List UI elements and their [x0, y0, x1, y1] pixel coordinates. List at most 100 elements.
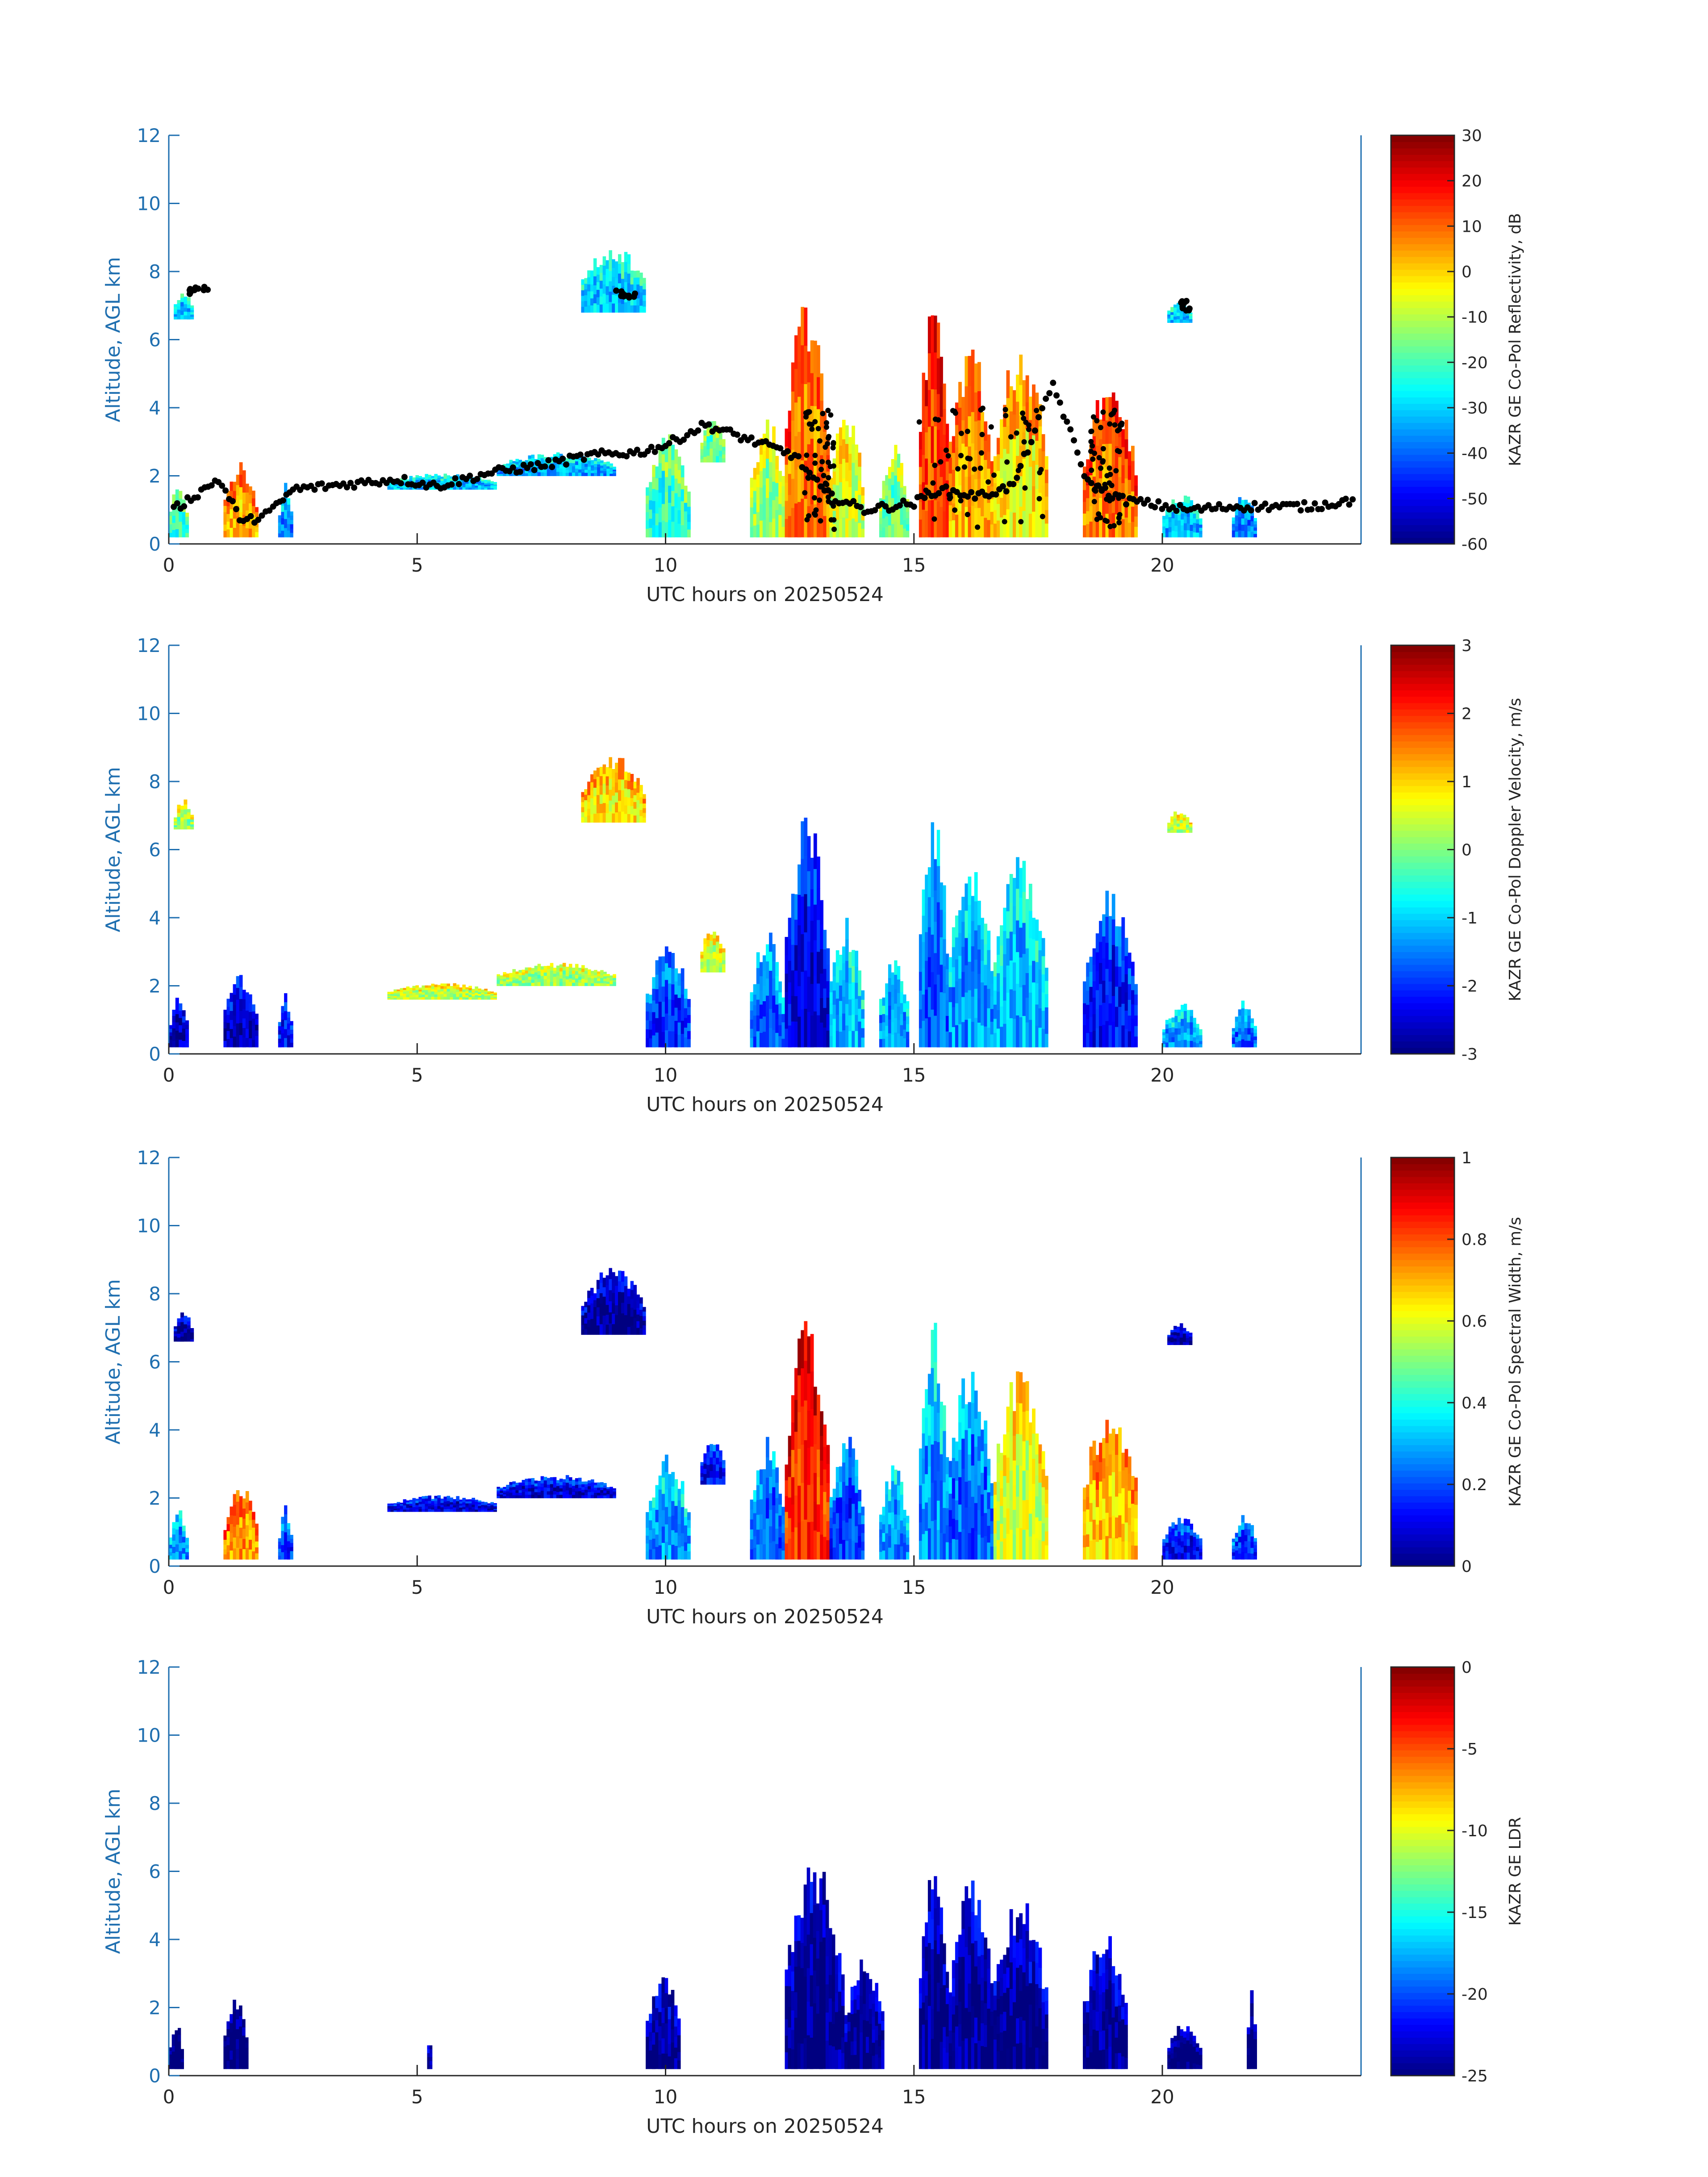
echo-cell: [772, 995, 776, 1013]
echo-cell: [418, 997, 422, 1000]
echo-cell: [281, 1033, 284, 1040]
echo-cell: [762, 502, 766, 520]
echo-cell: [522, 1492, 526, 1496]
echo-cell: [1121, 447, 1125, 466]
colorbar-step: [1391, 333, 1454, 340]
echo-cell: [848, 470, 852, 488]
echo-cell: [1009, 960, 1013, 990]
echo-cell: [1179, 313, 1183, 317]
echo-cell: [578, 968, 582, 971]
echo-cell: [431, 478, 434, 481]
echo-cell: [543, 982, 547, 986]
echo-cell: [674, 478, 678, 494]
echo-cell: [1000, 439, 1003, 459]
echo-cell: [931, 822, 934, 860]
cloud-base-marker: [948, 494, 953, 500]
echo-cell: [621, 801, 625, 812]
echo-cell: [599, 813, 603, 823]
echo-cell: [184, 819, 188, 825]
echo-cell: [472, 487, 475, 490]
echo-cell: [684, 1508, 688, 1517]
echo-cell: [281, 1517, 284, 1525]
echo-cell: [903, 994, 906, 1004]
echo-cell: [562, 1482, 566, 1486]
echo-cell: [839, 1001, 843, 1017]
echo-cell: [1035, 441, 1039, 465]
echo-cell: [1235, 521, 1239, 527]
echo-cell: [572, 967, 576, 971]
echo-cell: [671, 1000, 675, 1016]
echo-cell: [1032, 939, 1036, 961]
cloud-base-marker: [684, 432, 690, 439]
echo-cell: [581, 1315, 585, 1320]
echo-cell: [671, 1530, 675, 1545]
echo-cell: [422, 1506, 425, 1509]
cloud-base-marker: [634, 447, 640, 453]
echo-cell: [835, 485, 839, 503]
echo-cell: [553, 461, 557, 465]
echo-cell: [179, 1018, 183, 1026]
colorbar-step: [1391, 378, 1454, 385]
echo-cell: [762, 1016, 766, 1032]
echo-cell: [1038, 426, 1042, 449]
echo-cell: [1196, 510, 1199, 515]
cloud-base-marker: [1039, 405, 1045, 412]
echo-cell: [484, 485, 488, 487]
echo-cell: [753, 468, 757, 480]
echo-cell: [575, 465, 579, 469]
echo-cell: [1099, 1026, 1102, 1048]
echo-cell: [290, 1043, 293, 1048]
echo-cell: [487, 488, 491, 490]
echo-cell: [428, 987, 431, 990]
echo-cell: [664, 1507, 668, 1525]
echo-cell: [791, 919, 795, 945]
echo-cell: [465, 481, 469, 484]
echo-cell: [553, 977, 557, 980]
cloud-base-marker: [1018, 519, 1024, 525]
echo-cell: [1041, 974, 1045, 993]
echo-cell: [1128, 968, 1132, 985]
echo-cell: [1181, 531, 1184, 538]
echo-cell: [845, 425, 849, 444]
echo-cell: [287, 1017, 291, 1024]
echo-cell: [687, 1007, 691, 1015]
echo-cell: [581, 975, 585, 979]
echo-cell: [636, 1301, 640, 1308]
echo-cell: [503, 1491, 506, 1493]
echo-cell: [1121, 501, 1125, 520]
echo-cell: [664, 1542, 668, 1560]
echo-cell: [290, 1547, 293, 1552]
echo-cell: [403, 483, 407, 486]
echo-cell: [974, 989, 978, 1019]
echo-cell: [588, 1489, 591, 1492]
echo-cell: [602, 793, 606, 803]
echo-cell: [606, 260, 609, 269]
colorbar-step: [1391, 154, 1454, 161]
echo-cell: [245, 484, 249, 493]
echo-cell: [403, 1503, 407, 1506]
echo-cell: [512, 972, 516, 975]
echo-cell: [1171, 1042, 1175, 1048]
echo-cell: [593, 267, 597, 277]
echo-cell: [1121, 939, 1125, 961]
echo-cell: [290, 515, 293, 520]
echo-cell: [459, 1508, 463, 1510]
echo-cell: [603, 467, 607, 469]
echo-cell: [540, 458, 544, 462]
echo-cell: [756, 524, 760, 538]
echo-cell: [804, 894, 808, 933]
echo-cell: [606, 1487, 610, 1489]
echo-cell: [1025, 483, 1029, 510]
echo-cell: [434, 992, 438, 995]
echo-cell: [927, 390, 931, 427]
echo-16: [993, 355, 1048, 538]
echo-cell: [1171, 531, 1175, 538]
echo-cell: [664, 447, 668, 463]
echo-cell: [572, 980, 576, 983]
echo-cell: [615, 1305, 618, 1316]
echo-cell: [434, 1501, 438, 1504]
echo-cell: [468, 990, 472, 993]
cloud-base-markers: [171, 284, 1356, 532]
echo-cell: [835, 451, 839, 468]
echo-cell: [245, 1525, 249, 1537]
